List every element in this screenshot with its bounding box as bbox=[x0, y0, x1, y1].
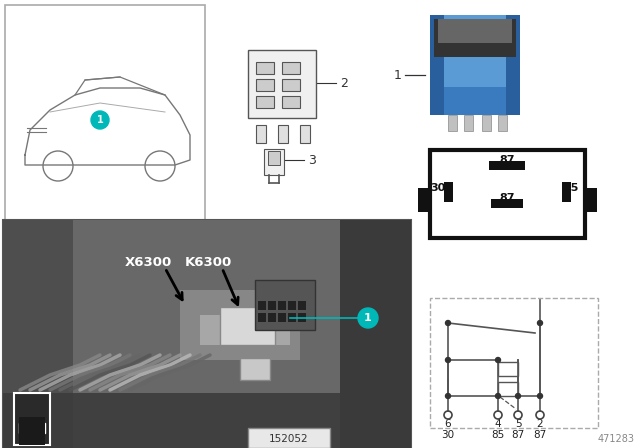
Bar bbox=[430, 298, 598, 428]
Bar bbox=[282, 79, 300, 91]
Bar bbox=[5, 5, 205, 225]
Text: 4: 4 bbox=[495, 419, 501, 429]
Text: 87: 87 bbox=[499, 155, 515, 165]
Bar bbox=[282, 62, 300, 74]
Bar bbox=[464, 115, 473, 131]
Bar bbox=[482, 115, 491, 131]
Bar bbox=[288, 313, 296, 322]
Bar bbox=[3, 220, 411, 448]
Circle shape bbox=[445, 393, 451, 399]
Bar bbox=[444, 87, 506, 115]
Bar bbox=[430, 15, 444, 115]
Bar bbox=[282, 96, 300, 108]
Text: 87: 87 bbox=[533, 430, 547, 440]
Text: 1: 1 bbox=[364, 313, 372, 323]
Bar bbox=[498, 382, 518, 396]
Bar bbox=[19, 423, 45, 433]
Text: 2: 2 bbox=[537, 419, 543, 429]
Bar bbox=[268, 151, 280, 165]
Bar bbox=[491, 199, 523, 208]
Bar bbox=[562, 182, 571, 202]
Bar bbox=[255, 280, 315, 330]
Bar bbox=[258, 301, 266, 310]
Text: 87: 87 bbox=[511, 430, 525, 440]
Text: 2: 2 bbox=[340, 77, 348, 90]
Text: 30: 30 bbox=[430, 183, 445, 193]
Circle shape bbox=[538, 320, 543, 326]
Bar bbox=[430, 150, 585, 238]
Bar bbox=[220, 307, 275, 345]
Bar bbox=[448, 115, 457, 131]
Bar bbox=[256, 96, 274, 108]
Bar bbox=[264, 149, 284, 175]
Bar bbox=[268, 301, 276, 310]
Text: X6300: X6300 bbox=[124, 255, 172, 268]
Circle shape bbox=[445, 320, 451, 326]
Circle shape bbox=[538, 393, 543, 399]
Text: 471283: 471283 bbox=[598, 434, 635, 444]
Bar bbox=[498, 362, 518, 376]
Text: 152052: 152052 bbox=[269, 434, 309, 444]
Circle shape bbox=[495, 393, 500, 399]
Bar bbox=[298, 301, 306, 310]
Bar bbox=[506, 15, 520, 115]
Bar bbox=[340, 220, 411, 448]
Bar bbox=[434, 19, 516, 57]
Bar bbox=[298, 313, 306, 322]
Bar bbox=[268, 313, 276, 322]
Text: 6: 6 bbox=[445, 419, 451, 429]
Circle shape bbox=[495, 358, 500, 362]
Bar bbox=[438, 19, 512, 43]
Bar bbox=[278, 313, 286, 322]
Bar bbox=[288, 301, 296, 310]
Circle shape bbox=[445, 358, 451, 362]
Bar bbox=[256, 62, 274, 74]
Bar bbox=[14, 393, 50, 445]
Bar bbox=[248, 428, 330, 448]
Text: 87: 87 bbox=[499, 193, 515, 203]
Bar bbox=[278, 125, 288, 143]
Bar bbox=[19, 417, 45, 445]
Circle shape bbox=[515, 393, 520, 399]
Bar bbox=[256, 79, 274, 91]
Bar bbox=[278, 301, 286, 310]
Bar bbox=[3, 220, 411, 448]
Bar bbox=[180, 290, 300, 360]
Bar bbox=[583, 188, 597, 212]
Bar bbox=[248, 50, 316, 118]
Bar bbox=[200, 315, 290, 345]
Bar bbox=[258, 313, 266, 322]
Bar bbox=[300, 125, 310, 143]
Text: 30: 30 bbox=[442, 430, 454, 440]
Circle shape bbox=[358, 308, 378, 328]
Circle shape bbox=[91, 111, 109, 129]
Text: 1: 1 bbox=[394, 69, 402, 82]
Bar bbox=[489, 161, 525, 170]
Bar bbox=[418, 188, 432, 212]
Text: K6300: K6300 bbox=[184, 255, 232, 268]
Text: 1: 1 bbox=[97, 115, 104, 125]
Bar bbox=[444, 182, 453, 202]
Bar bbox=[3, 220, 73, 448]
Text: 85: 85 bbox=[563, 183, 579, 193]
Bar bbox=[3, 393, 411, 448]
Text: 3: 3 bbox=[308, 154, 316, 167]
Text: 5: 5 bbox=[515, 419, 522, 429]
Bar bbox=[240, 358, 270, 380]
Bar bbox=[256, 125, 266, 143]
Text: 85: 85 bbox=[492, 430, 504, 440]
Bar bbox=[498, 115, 507, 131]
Bar bbox=[430, 15, 520, 115]
